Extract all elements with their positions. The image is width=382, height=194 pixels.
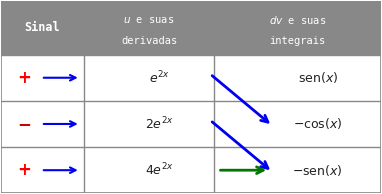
Text: $-\mathrm{sen}(x)$: $-\mathrm{sen}(x)$	[292, 163, 343, 178]
Text: $dv$ e suas: $dv$ e suas	[269, 14, 326, 26]
Text: derivadas: derivadas	[121, 36, 177, 46]
Text: $u$ e suas: $u$ e suas	[123, 15, 175, 25]
Bar	[1, 1, 381, 55]
Text: $4e^{2x}$: $4e^{2x}$	[145, 162, 174, 178]
Text: +: +	[17, 161, 31, 179]
Text: +: +	[17, 69, 31, 87]
Bar	[1, 101, 381, 147]
Bar	[1, 147, 381, 193]
Text: −: −	[17, 115, 31, 133]
Text: integrais: integrais	[269, 36, 326, 46]
Text: Sinal: Sinal	[25, 21, 60, 34]
Text: $-\cos(x)$: $-\cos(x)$	[293, 116, 343, 132]
Text: $e^{2x}$: $e^{2x}$	[149, 69, 170, 86]
Bar	[1, 55, 381, 101]
Text: $2e^{2x}$: $2e^{2x}$	[145, 116, 174, 132]
Text: $\mathrm{sen}(x)$: $\mathrm{sen}(x)$	[298, 70, 338, 85]
